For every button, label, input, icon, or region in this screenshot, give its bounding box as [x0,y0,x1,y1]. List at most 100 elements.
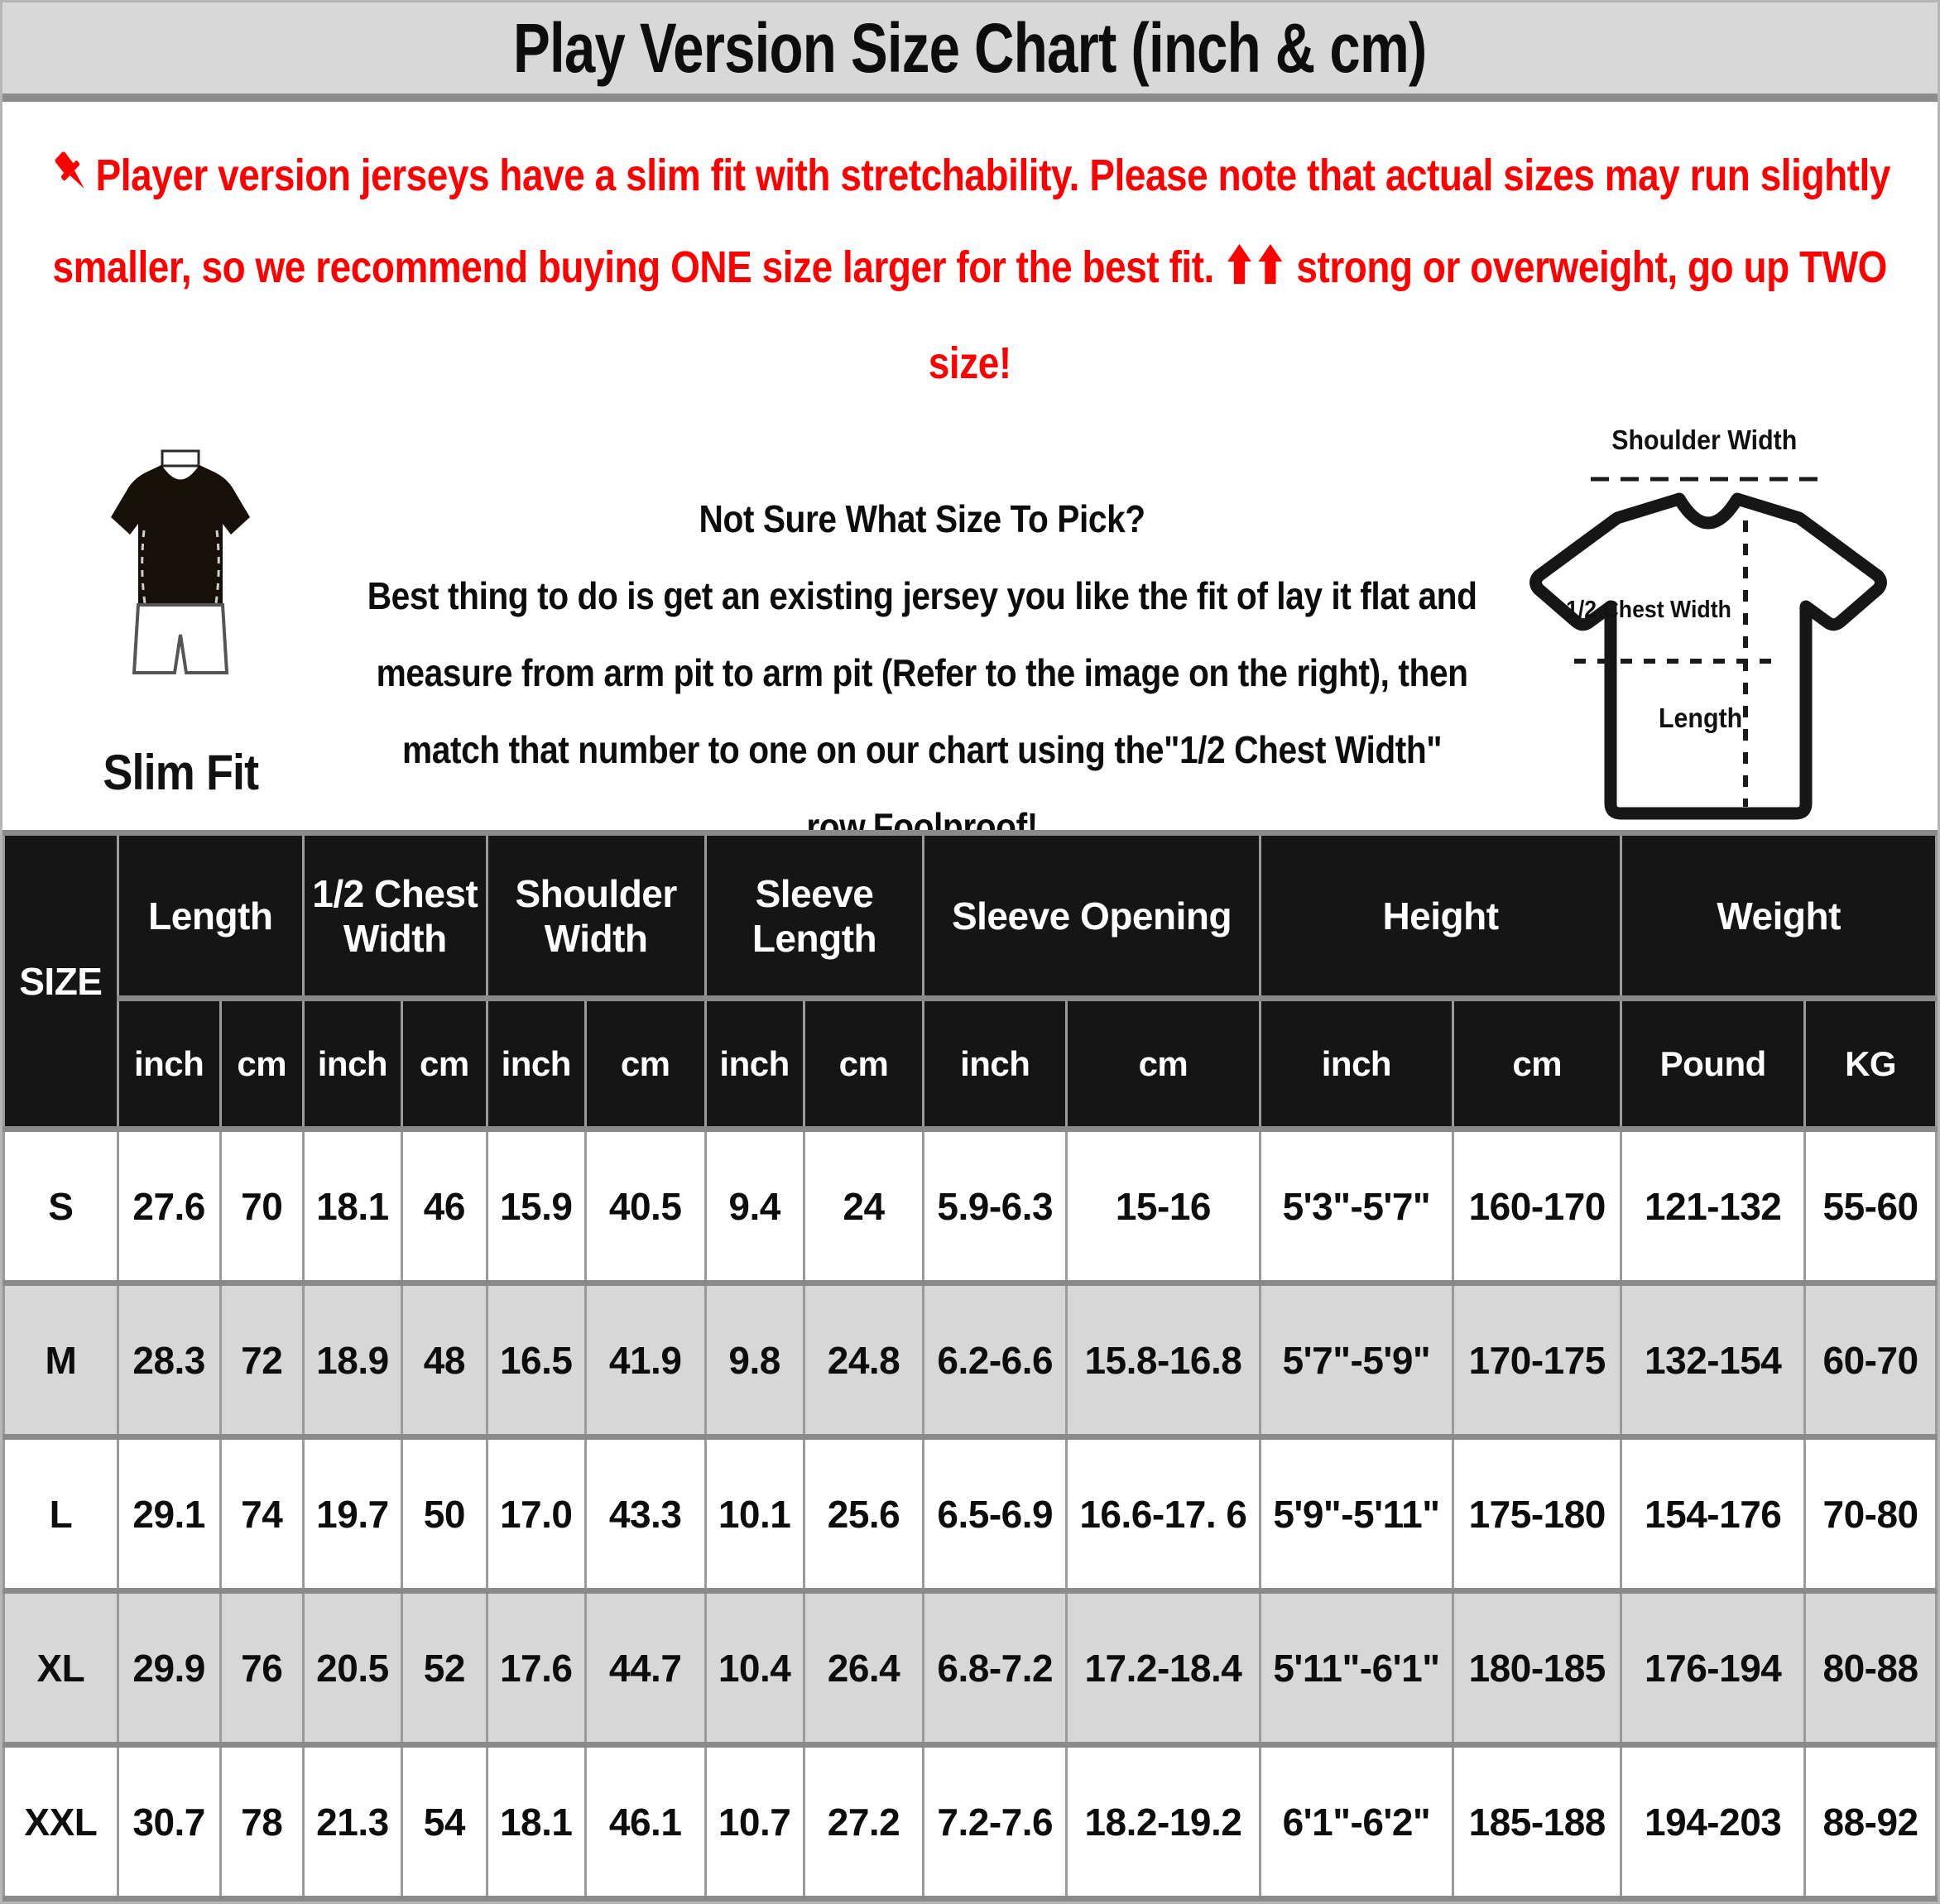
value-cell: 30.7 [116,1742,222,1902]
unit-header: inch [485,995,587,1132]
value-cell: 10.4 [703,1588,805,1748]
value-cell: 18.1 [301,1126,403,1286]
value-cell: 43.3 [583,1434,707,1594]
value-cell: 5'3"-5'7" [1258,1126,1455,1286]
value-cell: 46 [400,1126,488,1286]
half-chest-width-label: 1/2 Chest Width [1566,597,1731,624]
warning-part2: strong or overweight, go up TWO size! [929,242,1888,389]
length-label: Length [1659,703,1743,734]
value-cell: 78 [218,1742,305,1902]
value-cell: 9.4 [703,1126,805,1286]
value-cell: 5'7"-5'9" [1258,1280,1455,1440]
col-group-height: Height [1258,830,1623,1001]
value-cell: 29.9 [116,1588,222,1748]
value-cell: 7.2-7.6 [922,1742,1068,1902]
value-cell: 6.5-6.9 [922,1434,1068,1594]
warning-text: Player version jerseys have a slim fit w… [2,130,1937,410]
value-cell: 17.6 [485,1588,587,1748]
value-cell: 41.9 [583,1280,707,1440]
table-row: L 29.1 74 19.7 50 17.0 43.3 10.1 25.6 6.5-6.9 16.6… [2,1434,1938,1594]
value-cell: 17.0 [485,1434,587,1594]
value-cell: 9.8 [703,1280,805,1440]
value-cell: 40.5 [583,1126,707,1286]
value-cell: 24.8 [802,1280,925,1440]
col-group-sleeve-opening: Sleeve Opening [922,830,1261,1001]
value-cell: 27.2 [802,1742,925,1902]
value-cell: 60-70 [1803,1280,1938,1440]
col-group-shoulder-width: Shoulder Width [485,830,707,1001]
table-row: S 27.6 70 18.1 46 15.9 40.5 9.4 24 5.9-6.3 15-16 5'… [2,1126,1938,1286]
up-arrows-icon [1224,227,1286,319]
value-cell: 5'9"-5'11" [1258,1434,1455,1594]
guide-body: Best thing to do is get an existing jers… [367,573,1477,848]
value-cell: 48 [400,1280,488,1440]
value-cell: 121-132 [1620,1126,1807,1286]
slim-fit-label: Slim Fit [103,745,259,801]
unit-header: inch [116,995,222,1132]
unit-header: cm [1065,995,1261,1132]
value-cell: 15.9 [485,1126,587,1286]
warning-section: Player version jerseys have a slim fit w… [2,130,1938,410]
guide-section: Slim Fit Not Sure What Size To Pick? Bes… [2,424,1938,848]
pushpin-icon [50,138,94,191]
value-cell: 29.1 [116,1434,222,1594]
slim-fit-figure-icon [111,449,250,675]
unit-header: cm [218,995,305,1132]
value-cell: 160-170 [1452,1126,1623,1286]
value-cell: 52 [400,1588,488,1748]
size-cell: M [2,1280,119,1440]
value-cell: 46.1 [583,1742,707,1902]
value-cell: 5.9-6.3 [922,1126,1068,1286]
page-title: Play Version Size Chart (inch & cm) [513,8,1427,87]
value-cell: 6.8-7.2 [922,1588,1068,1748]
value-cell: 18.2-19.2 [1065,1742,1261,1902]
unit-header: KG [1803,995,1938,1132]
col-group-weight: Weight [1620,830,1938,1001]
value-cell: 10.1 [703,1434,805,1594]
value-cell: 154-176 [1620,1434,1807,1594]
value-cell: 24 [802,1126,925,1286]
unit-header: cm [583,995,707,1132]
value-cell: 180-185 [1452,1588,1623,1748]
col-group-sleeve-length: Sleeve Length [703,830,925,1001]
value-cell: 6.2-6.6 [922,1280,1068,1440]
value-cell: 18.9 [301,1280,403,1440]
unit-header: inch [1258,995,1455,1132]
size-cell: XL [2,1588,119,1748]
value-cell: 170-175 [1452,1280,1623,1440]
value-cell: 17.2-18.4 [1065,1588,1261,1748]
unit-header: cm [1452,995,1623,1132]
value-cell: 28.3 [116,1280,222,1440]
unit-header: inch [301,995,403,1132]
value-cell: 10.7 [703,1742,805,1902]
value-cell: 70-80 [1803,1434,1938,1594]
value-cell: 70 [218,1126,305,1286]
value-cell: 74 [218,1434,305,1594]
value-cell: 25.6 [802,1434,925,1594]
value-cell: 19.7 [301,1434,403,1594]
value-cell: 185-188 [1452,1742,1623,1902]
size-cell: L [2,1434,119,1594]
value-cell: 16.6-17. 6 [1065,1434,1261,1594]
value-cell: 16.5 [485,1280,587,1440]
value-cell: 21.3 [301,1742,403,1902]
value-cell: 26.4 [802,1588,925,1748]
size-chart-table: SIZE Length 1/2 Chest Width Shoulder Wid… [2,830,1938,1902]
value-cell: 72 [218,1280,305,1440]
value-cell: 18.1 [485,1742,587,1902]
guide-heading: Not Sure What Size To Pick? [699,497,1146,541]
unit-header: inch [703,995,805,1132]
table-row: XL 29.9 76 20.5 52 17.6 44.7 10.4 26.4 6.8-7.2 17.… [2,1588,1938,1748]
value-cell: 27.6 [116,1126,222,1286]
value-cell: 88-92 [1803,1742,1938,1902]
unit-header: Pound [1620,995,1807,1132]
size-table-body: S 27.6 70 18.1 46 15.9 40.5 9.4 24 5.9-6.3 15-16 5'… [2,1126,1938,1902]
title-band: Play Version Size Chart (inch & cm) [2,2,1938,102]
slim-fit-column: Slim Fit [2,424,358,842]
value-cell: 5'11"-6'1" [1258,1588,1455,1748]
value-cell: 50 [400,1434,488,1594]
guide-text-column: Not Sure What Size To Pick? Best thing t… [358,424,1486,848]
value-cell: 20.5 [301,1588,403,1748]
size-column-header: SIZE [2,830,119,1132]
